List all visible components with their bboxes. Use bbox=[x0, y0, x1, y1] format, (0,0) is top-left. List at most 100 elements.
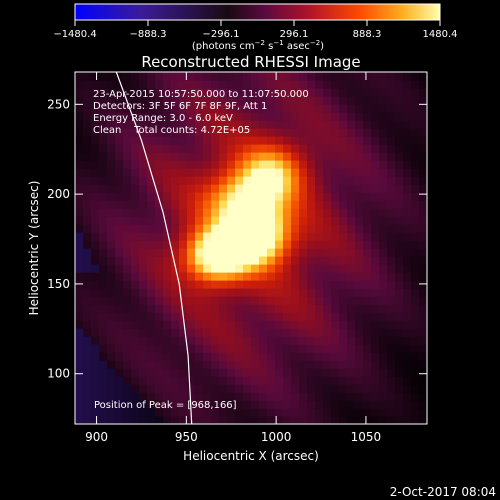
heatmap-cell bbox=[387, 232, 396, 241]
heatmap-cell bbox=[187, 104, 196, 113]
heatmap-cell bbox=[179, 136, 188, 145]
heatmap-cell bbox=[283, 72, 292, 81]
heatmap-cell bbox=[331, 392, 340, 401]
heatmap-cell bbox=[315, 328, 324, 337]
heatmap-cell bbox=[147, 264, 156, 273]
heatmap-cell bbox=[155, 184, 164, 193]
heatmap-cell bbox=[395, 416, 404, 424]
heatmap-cell bbox=[283, 144, 292, 153]
heatmap-cell bbox=[283, 384, 292, 393]
heatmap-cell bbox=[331, 376, 340, 385]
heatmap-cell bbox=[91, 344, 100, 353]
heatmap-cell bbox=[275, 192, 284, 201]
heatmap-cell bbox=[195, 224, 204, 233]
heatmap-cell bbox=[267, 384, 276, 393]
heatmap-cell bbox=[307, 288, 316, 297]
heatmap-cell bbox=[195, 280, 204, 289]
heatmap-cell bbox=[203, 264, 212, 273]
heatmap-cell bbox=[379, 416, 388, 424]
heatmap-cell bbox=[387, 264, 396, 273]
info-line-detectors: Detectors: 3F 5F 6F 7F 8F 9F, Att 1 bbox=[93, 101, 267, 112]
heatmap-cell bbox=[267, 224, 276, 233]
heatmap-cell bbox=[371, 392, 380, 401]
heatmap-cell bbox=[291, 400, 300, 409]
heatmap-cell bbox=[187, 208, 196, 217]
heatmap-cell bbox=[283, 232, 292, 241]
heatmap-cell bbox=[235, 320, 244, 329]
heatmap-cell bbox=[163, 360, 172, 369]
heatmap-cell bbox=[219, 256, 228, 265]
heatmap-cell bbox=[203, 352, 212, 361]
heatmap-cell bbox=[387, 296, 396, 305]
heatmap-cell bbox=[403, 256, 412, 265]
heatmap-cell bbox=[243, 400, 252, 409]
y-axis-label: Heliocentric Y (arcsec) bbox=[27, 181, 41, 316]
heatmap-cell bbox=[83, 336, 92, 345]
heatmap-cell bbox=[203, 104, 212, 113]
heatmap-cell bbox=[371, 328, 380, 337]
heatmap-cell bbox=[131, 328, 140, 337]
heatmap-cell bbox=[75, 176, 84, 185]
heatmap-cell bbox=[179, 320, 188, 329]
heatmap-cell bbox=[83, 88, 92, 97]
info-line-energy: Energy Range: 3.0 - 6.0 keV bbox=[93, 113, 233, 124]
heatmap-cell bbox=[363, 320, 372, 329]
heatmap-cell bbox=[419, 352, 427, 361]
heatmap-cell bbox=[363, 224, 372, 233]
heatmap-cell bbox=[411, 128, 420, 137]
heatmap-cell bbox=[347, 400, 356, 409]
heatmap-cell bbox=[99, 392, 108, 401]
heatmap-cell bbox=[387, 112, 396, 121]
heatmap-cell bbox=[411, 80, 420, 89]
heatmap-cell bbox=[123, 376, 132, 385]
heatmap-cell bbox=[419, 216, 427, 225]
heatmap-cell bbox=[195, 248, 204, 257]
heatmap-cell bbox=[395, 232, 404, 241]
heatmap-cell bbox=[283, 136, 292, 145]
heatmap-cell bbox=[203, 192, 212, 201]
heatmap-cell bbox=[347, 240, 356, 249]
heatmap-cell bbox=[123, 208, 132, 217]
heatmap-cell bbox=[171, 368, 180, 377]
heatmap-cell bbox=[387, 72, 396, 81]
heatmap-cell bbox=[163, 208, 172, 217]
heatmap-cell bbox=[155, 152, 164, 161]
heatmap-cell bbox=[339, 144, 348, 153]
heatmap-cell bbox=[91, 88, 100, 97]
heatmap-cell bbox=[371, 72, 380, 81]
heatmap-cell bbox=[203, 72, 212, 81]
heatmap-cell bbox=[83, 192, 92, 201]
heatmap-cell bbox=[355, 408, 364, 417]
heatmap-cell bbox=[291, 176, 300, 185]
heatmap-cell bbox=[75, 96, 84, 105]
heatmap-cell bbox=[163, 152, 172, 161]
heatmap-cell bbox=[395, 280, 404, 289]
heatmap-cell bbox=[323, 400, 332, 409]
plot-area: 23-Apr-2015 10:57:50.000 to 11:07:50.000… bbox=[47, 71, 428, 444]
heatmap-cell bbox=[419, 224, 427, 233]
heatmap-cell bbox=[291, 192, 300, 201]
heatmap-cell bbox=[259, 256, 268, 265]
heatmap-cell bbox=[403, 264, 412, 273]
heatmap-cell bbox=[283, 328, 292, 337]
heatmap-cell bbox=[91, 184, 100, 193]
heatmap-cell bbox=[379, 264, 388, 273]
heatmap-cell bbox=[75, 120, 84, 129]
heatmap-cell bbox=[219, 272, 228, 281]
heatmap-cell bbox=[139, 96, 148, 105]
heatmap-cell bbox=[275, 272, 284, 281]
heatmap-cell bbox=[315, 288, 324, 297]
heatmap-cell bbox=[131, 224, 140, 233]
heatmap-cell bbox=[347, 144, 356, 153]
heatmap-cell bbox=[139, 264, 148, 273]
heatmap-cell bbox=[179, 280, 188, 289]
heatmap-cell bbox=[275, 224, 284, 233]
heatmap-cell bbox=[331, 304, 340, 313]
heatmap-cell bbox=[91, 168, 100, 177]
heatmap-cell bbox=[91, 288, 100, 297]
heatmap-cell bbox=[411, 176, 420, 185]
heatmap-cell bbox=[387, 240, 396, 249]
heatmap-cell bbox=[371, 264, 380, 273]
heatmap-cell bbox=[323, 176, 332, 185]
heatmap-cell bbox=[379, 248, 388, 257]
